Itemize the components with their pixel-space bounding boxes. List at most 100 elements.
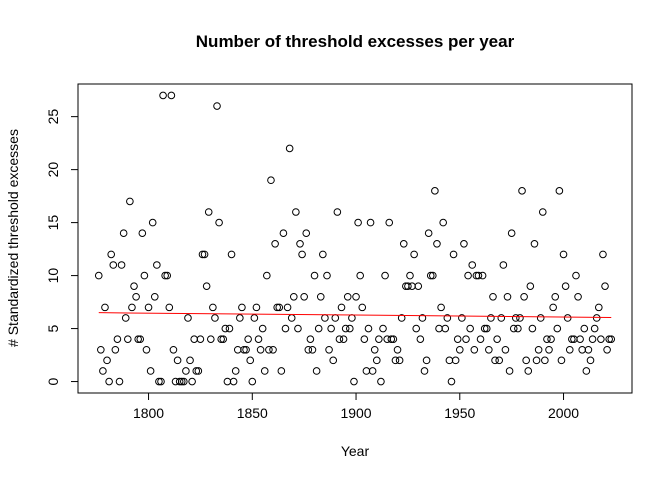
point — [223, 377, 232, 386]
point — [424, 229, 433, 238]
point — [356, 271, 364, 280]
point — [555, 187, 564, 195]
point — [308, 345, 317, 354]
point — [474, 271, 483, 280]
point — [559, 250, 568, 259]
point — [227, 250, 236, 259]
point — [507, 229, 516, 238]
point — [337, 303, 346, 312]
point — [333, 208, 342, 216]
point — [101, 303, 109, 312]
point — [130, 282, 138, 290]
point — [115, 377, 124, 386]
x-tick-label: 2000 — [548, 405, 579, 421]
point — [404, 282, 412, 290]
point — [393, 345, 402, 354]
point — [190, 335, 198, 343]
point — [128, 303, 136, 312]
point — [142, 345, 151, 354]
point — [194, 367, 203, 375]
point — [586, 356, 595, 365]
point — [229, 377, 238, 386]
trend-line — [98, 312, 612, 318]
point — [302, 229, 311, 238]
point — [406, 271, 414, 280]
point — [549, 303, 557, 312]
y-tick-label: 15 — [45, 215, 61, 231]
point — [493, 335, 501, 343]
point — [215, 218, 223, 227]
point — [578, 345, 587, 354]
point — [603, 345, 611, 354]
point — [202, 282, 211, 290]
point — [213, 102, 221, 110]
point — [231, 367, 240, 375]
point — [256, 345, 265, 354]
x-tick-label: 1850 — [237, 405, 268, 421]
point — [153, 261, 161, 269]
point — [294, 324, 302, 333]
point — [271, 239, 279, 248]
point — [534, 345, 543, 354]
point — [512, 314, 520, 322]
point — [287, 314, 296, 322]
point — [138, 229, 147, 238]
chart-title: Number of threshold excesses per year — [196, 32, 515, 51]
point — [296, 239, 304, 248]
point — [435, 324, 443, 333]
point — [526, 282, 535, 290]
point — [273, 303, 281, 312]
point — [590, 324, 599, 333]
point — [304, 345, 313, 354]
point — [157, 377, 165, 386]
point — [316, 292, 325, 301]
y-tick-label: 25 — [45, 109, 61, 125]
point — [360, 335, 369, 343]
point — [584, 345, 593, 354]
point — [605, 335, 613, 343]
point — [563, 314, 572, 322]
point — [545, 345, 553, 354]
point — [285, 144, 294, 153]
point — [192, 367, 201, 375]
point — [551, 292, 560, 301]
x-tick-label: 1900 — [340, 405, 371, 421]
point — [541, 356, 549, 365]
point — [335, 335, 344, 343]
point — [375, 335, 383, 343]
point — [107, 250, 115, 259]
point — [289, 292, 298, 301]
point — [211, 314, 219, 322]
point — [447, 377, 456, 386]
point — [319, 250, 327, 259]
point — [165, 303, 174, 312]
point — [339, 335, 348, 343]
point — [244, 335, 252, 343]
point — [94, 271, 103, 280]
point — [530, 239, 539, 248]
point — [429, 271, 437, 280]
point — [323, 271, 331, 280]
point — [414, 282, 423, 290]
point — [441, 324, 450, 333]
point — [418, 314, 427, 322]
point — [443, 314, 452, 322]
point — [312, 367, 321, 375]
point — [169, 345, 178, 354]
point — [580, 324, 589, 333]
point — [501, 345, 510, 354]
point — [119, 229, 128, 238]
point — [240, 345, 248, 354]
point — [366, 218, 375, 227]
point — [175, 377, 184, 386]
point — [177, 377, 186, 386]
point — [595, 303, 603, 312]
point — [368, 367, 377, 375]
point — [576, 335, 584, 343]
point — [543, 335, 551, 343]
point — [518, 187, 526, 195]
point — [298, 250, 306, 259]
point — [132, 292, 140, 301]
point — [499, 261, 508, 269]
point — [327, 324, 335, 333]
